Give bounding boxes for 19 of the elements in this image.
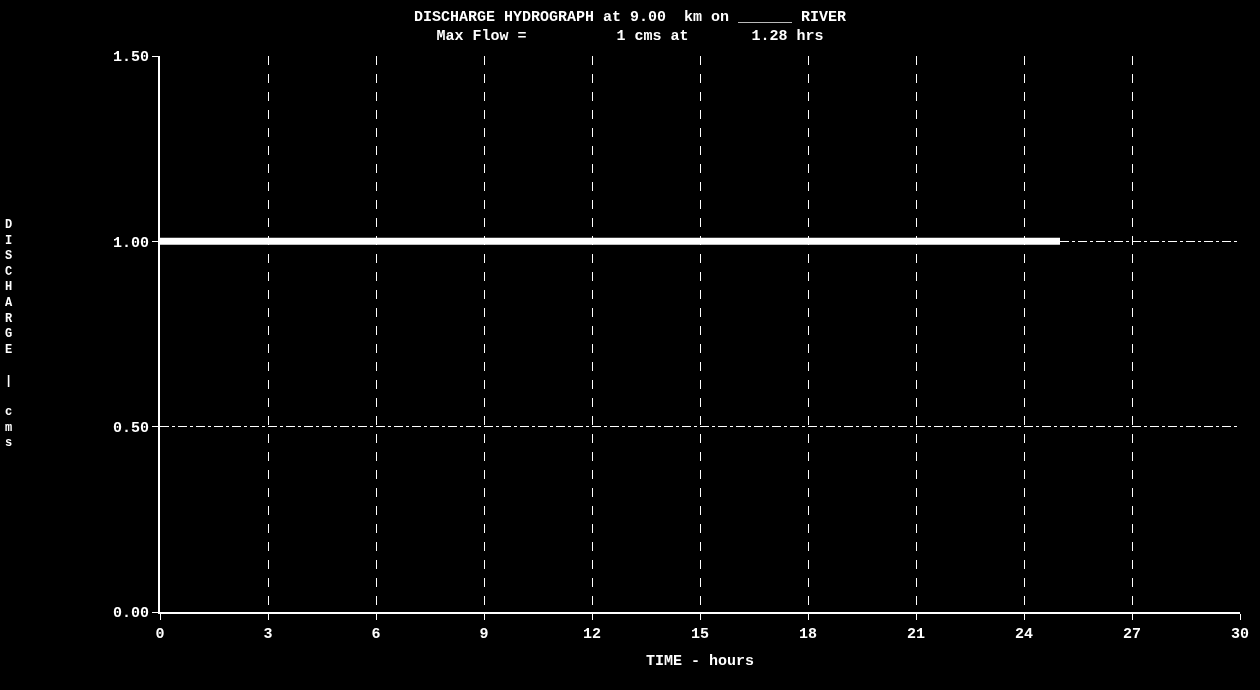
y-tick-label: 0.50 [112,419,149,437]
x-axis-title: TIME - hours [645,652,755,670]
x-tick-label: 12 [582,626,602,643]
x-tick-label: 9 [479,626,489,643]
x-tick-label: 0 [155,626,165,643]
y-tick-label: 1.00 [112,234,149,252]
y-tick-label: 0.00 [112,605,149,623]
x-tick-label: 18 [798,626,818,643]
x-tick-label: 3 [263,626,273,643]
x-tick-label: 15 [690,626,710,643]
x-tick-label: 30 [1230,626,1250,643]
x-tick-label: 24 [1014,626,1034,643]
text: DISCHARGE | cms [5,218,13,451]
x-tick-label: 6 [371,626,381,643]
x-tick-label: 21 [906,626,926,643]
chart-subtitle: Max Flow = 1 cms at 1.28 hrs [436,28,824,46]
chart-title: DISCHARGE HYDROGRAPH at 9.00 km on ______ RIVER [413,8,847,26]
y-tick-label: 1.50 [112,49,149,67]
x-tick-label: 27 [1122,626,1142,643]
